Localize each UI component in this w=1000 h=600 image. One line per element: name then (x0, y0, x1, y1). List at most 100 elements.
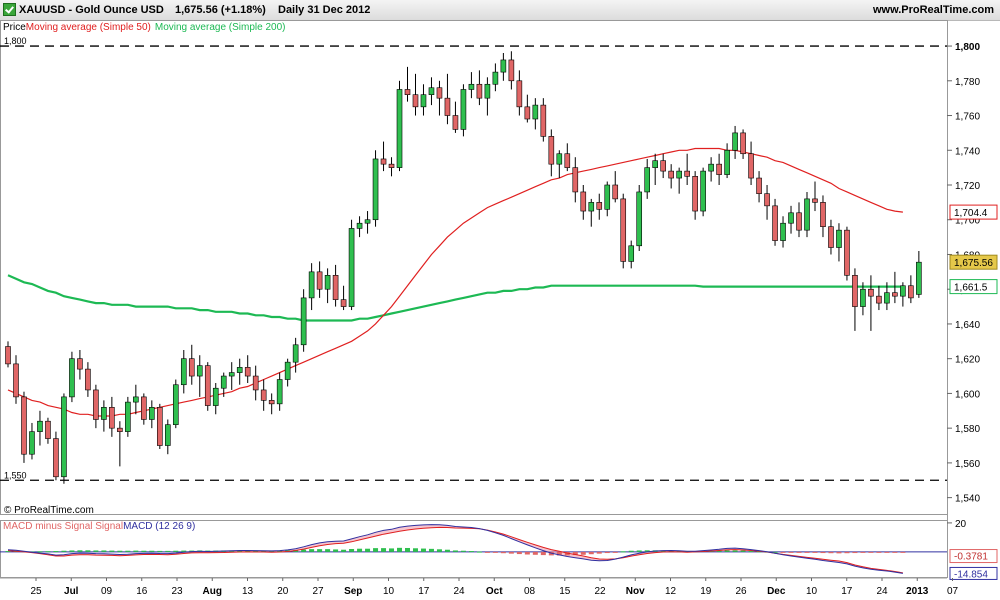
candle (141, 393, 147, 425)
candle-body (844, 229, 850, 276)
macd-histogram-bar (13, 550, 19, 552)
x-tick-label: 12 (665, 586, 677, 597)
candle-body (916, 261, 922, 295)
macd-histogram-bar (5, 551, 11, 553)
macd-histogram-bar (365, 548, 371, 552)
candle (820, 195, 826, 238)
candle (724, 143, 730, 179)
candle (236, 358, 243, 385)
candle-body (884, 292, 890, 304)
legend-ma200[interactable]: Moving average (Simple 200) (154, 22, 286, 33)
candle (420, 84, 427, 116)
x-tick-label: 10 (806, 586, 818, 597)
macd-histogram-bar (101, 550, 107, 552)
macd-histogram-bar (484, 551, 490, 553)
checkmark-icon[interactable] (3, 3, 16, 16)
candle-body (284, 361, 291, 380)
macd-histogram-bar (397, 547, 403, 552)
legend-macd-hist[interactable]: MACD minus Signal Signal (3, 521, 124, 532)
candle (220, 372, 227, 397)
candle-body (244, 367, 251, 377)
macd-histogram-bar (109, 550, 115, 552)
candle-body (708, 163, 714, 172)
ma50-value-tag-label: 1,704.4 (954, 208, 988, 219)
candle (300, 289, 307, 352)
candle (852, 268, 858, 331)
candle (540, 98, 547, 142)
candle-body (868, 288, 874, 297)
candle-body (860, 288, 866, 307)
candle-body (308, 271, 315, 299)
candle-body (61, 396, 67, 478)
candle (844, 226, 850, 281)
candle (276, 372, 283, 411)
candle-body (756, 177, 762, 194)
candle-body (93, 389, 99, 420)
candle-body (372, 158, 379, 221)
candle-body (700, 170, 706, 212)
y-tick-label: 1,740 (955, 146, 980, 157)
candle-body (748, 153, 754, 179)
candle (572, 157, 579, 203)
macd-histogram-bar (349, 549, 355, 552)
candle-body (348, 228, 355, 307)
legend-ma50[interactable]: Moving average (Simple 50) (25, 22, 151, 33)
candle-body (876, 295, 882, 304)
candle-body (37, 420, 43, 432)
x-tick-label: 17 (841, 586, 853, 597)
y-tick-label: 1,600 (955, 389, 980, 400)
candle (588, 198, 595, 227)
candle (636, 185, 643, 251)
candle-body (13, 363, 19, 398)
macd-histogram-bar (804, 551, 810, 553)
candle-body (172, 384, 179, 425)
candle-body (460, 89, 467, 130)
candle (372, 150, 379, 227)
legend-price[interactable]: Price (3, 22, 26, 33)
candle (212, 383, 219, 415)
candle-body (812, 198, 818, 203)
candle (388, 157, 395, 177)
candle (260, 379, 267, 411)
macd-histogram-bar (181, 550, 187, 552)
y-tick-label: 1,580 (955, 424, 980, 435)
y-tick-label: 1,760 (955, 112, 980, 123)
candle (77, 350, 83, 380)
candle-body (604, 184, 611, 210)
candle (149, 400, 155, 429)
candle-body (101, 407, 107, 420)
candle-body (500, 59, 507, 73)
candle (356, 216, 363, 238)
candle-body (157, 407, 163, 446)
candle-body (300, 297, 307, 346)
candle-body (660, 160, 666, 172)
macd-histogram-bar (884, 551, 890, 553)
candle-body (404, 89, 411, 95)
candle-body (276, 379, 283, 405)
candle-body (652, 160, 658, 168)
legend-macd[interactable]: MACD (12 26 9) (123, 521, 196, 532)
macd-histogram-bar (237, 550, 243, 552)
macd-histogram-bar (460, 550, 466, 552)
candle-body (420, 94, 427, 108)
macd-histogram-bar (213, 550, 219, 552)
candle (836, 223, 842, 262)
candle (884, 282, 890, 311)
ma50-line (7, 147, 903, 417)
macd-hist-tag-label: -0.3781 (954, 552, 988, 563)
candle-body (468, 83, 475, 90)
candle-body (692, 176, 698, 212)
macd-histogram-bar (45, 551, 51, 553)
candle (37, 410, 43, 446)
brand-link[interactable]: www.ProRealTime.com (872, 4, 994, 16)
ma200-line (7, 274, 903, 322)
candle (668, 164, 674, 189)
x-tick-label: 09 (101, 586, 113, 597)
candle (748, 141, 754, 185)
candle (508, 51, 515, 90)
macd-histogram-bar (444, 549, 450, 552)
candle-body (260, 389, 267, 401)
macd-histogram-bar (77, 550, 83, 552)
ma200-value-tag-label: 1,661.5 (954, 283, 988, 294)
